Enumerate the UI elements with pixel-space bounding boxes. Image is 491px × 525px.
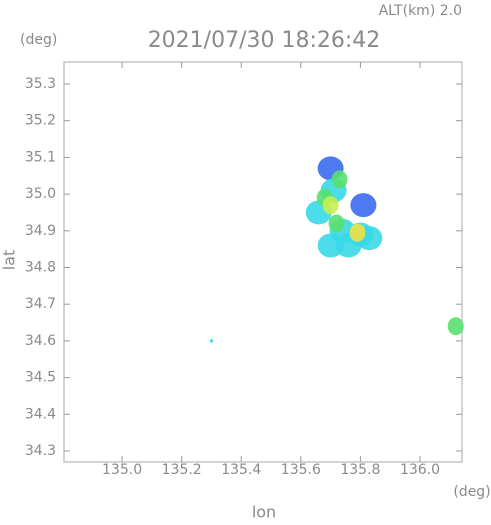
- y-tick-label: 34.9: [25, 223, 56, 239]
- chart-title: 2021/07/30 18:26:42: [148, 28, 381, 53]
- y-tick-label: 35.1: [25, 149, 56, 165]
- y-tick-label: 35.2: [25, 113, 56, 129]
- y-tick-label: 35.0: [25, 186, 56, 202]
- echo-cell: [322, 196, 339, 215]
- echo-cell: [317, 233, 344, 258]
- y-tick-label: 34.5: [25, 370, 56, 386]
- echo-cell: [331, 170, 348, 189]
- y-tick-label: 34.3: [25, 443, 56, 459]
- x-tick-label: 135.0: [102, 462, 142, 478]
- y-tick-label: 34.8: [25, 260, 56, 276]
- x-tick-label: 135.2: [162, 462, 202, 478]
- y-unit: (deg): [20, 32, 57, 48]
- x-tick-label: 136.0: [400, 462, 440, 478]
- plot-frame: [63, 61, 463, 463]
- y-tick-label: 34.7: [25, 296, 56, 312]
- echo-cell: [328, 214, 345, 233]
- x-tick-label: 135.6: [281, 462, 321, 478]
- echo-cell: [447, 317, 464, 336]
- y-tick-label: 34.4: [25, 406, 56, 422]
- x-axis-label: lon: [252, 503, 276, 522]
- x-unit: (deg): [453, 484, 490, 500]
- y-tick-label: 35.3: [25, 76, 56, 92]
- echo-cell: [209, 338, 213, 343]
- x-tick-label: 135.4: [221, 462, 261, 478]
- y-axis-label: lat: [0, 250, 19, 271]
- x-tick-label: 135.8: [340, 462, 380, 478]
- altitude: ALT(km) 2.0: [379, 3, 462, 19]
- y-tick-label: 34.6: [25, 333, 56, 349]
- echo-cell: [349, 223, 366, 242]
- echo-cell: [350, 193, 377, 218]
